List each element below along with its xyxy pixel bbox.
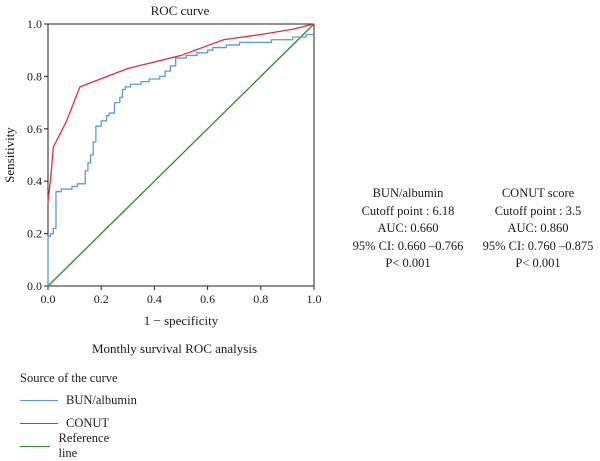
x-tick-label: 0.0 [41,292,56,306]
legend-title: Source of the curve [20,371,118,385]
legend-label-conut: CONUT [66,415,110,430]
axis-ticks: 0.0 0.2 0.4 0.6 0.8 1.0 0.0 0.2 0.4 0.6 0.8 1.0 [27,17,322,306]
y-tick-label: 0.6 [27,122,42,136]
conut-stats-name: CONUT score [501,186,575,200]
series-line-bun-albumin [47,33,314,286]
y-axis-label: Sensitivity [2,127,17,183]
x-tick-label: 0.6 [200,292,215,306]
bun-albumin-stats: BUN/albumin Cutoff point : 6.18 AUC: 0.6… [323,185,493,273]
conut-stats-ci: 95% CI: 0.760 –0.875 [482,238,594,253]
plot-area [47,23,315,287]
legend-swatch-bun-albumin [20,399,58,401]
y-tick-label: 0.2 [27,227,42,241]
y-tick-label: 0.4 [27,174,42,188]
bun-stats-ci: 95% CI: 0.660 –0.766 [352,238,464,253]
y-tick-label: 0.0 [27,279,42,293]
legend-item-bun-albumin: BUN/albumin [20,391,137,409]
conut-stats-p: P< 0.001 [515,256,561,270]
chart-title: ROC curve [151,3,210,18]
legend-swatch-reference-line [20,445,51,447]
bun-stats-auc: AUC: 0.660 [377,221,439,235]
roc-chart: ROC curve Sensitivity 0.0 0.2 0.4 0.6 0.8 1.0… [2,3,322,328]
bun-stats-p: P< 0.001 [385,256,431,270]
x-tick-label: 0.8 [253,292,268,306]
series-line-conut [47,23,315,203]
x-axis-label: 1 − specificity [144,313,219,328]
legend-label-bun-albumin: BUN/albumin [66,392,137,407]
series-group [47,23,315,287]
series-line-reference-line [47,23,315,287]
conut-stats: CONUT score Cutoff point : 3.5 AUC: 0.86… [453,185,600,273]
legend-swatch-conut [20,422,58,424]
y-tick-label: 0.8 [27,69,42,83]
y-tick-label: 1.0 [27,17,42,31]
x-tick-label: 0.2 [94,292,109,306]
bun-stats-name: BUN/albumin [372,186,444,200]
legend-item-reference-line: Reference line [20,431,117,460]
conut-stats-cutoff: Cutoff point : 3.5 [494,203,582,218]
conut-stats-auc: AUC: 0.860 [507,221,569,235]
chart-subtitle: Monthly survival ROC analysis [92,341,258,356]
bun-stats-cutoff: Cutoff point : 6.18 [361,203,455,218]
x-tick-label: 0.4 [147,292,162,306]
x-tick-label: 1.0 [307,292,322,306]
legend-item-conut: CONUT [20,414,109,432]
